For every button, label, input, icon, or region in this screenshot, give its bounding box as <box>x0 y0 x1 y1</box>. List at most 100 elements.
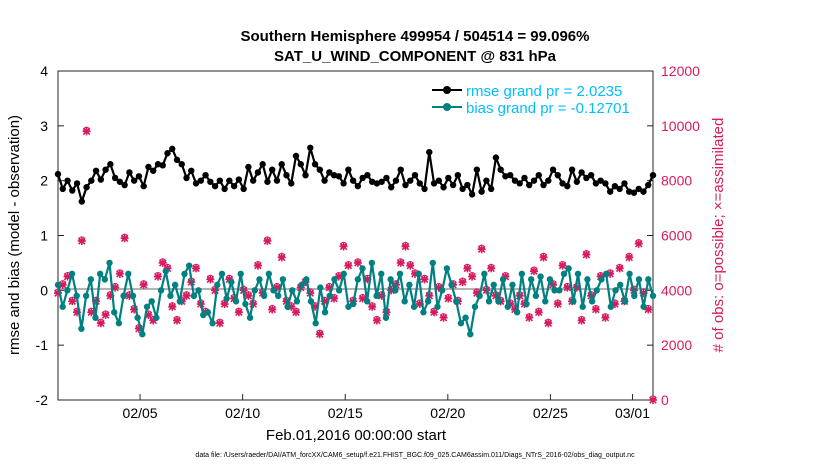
rmse-point <box>445 174 452 182</box>
bias-point <box>635 276 643 283</box>
obs-assimilated-point <box>87 308 96 317</box>
obs-assimilated-point <box>463 264 472 273</box>
bias-point <box>101 276 109 283</box>
bias-point <box>204 309 212 316</box>
rmse-point <box>326 169 333 176</box>
obs-assimilated-point <box>163 264 172 273</box>
rmse-point <box>97 176 105 183</box>
rmse-point <box>335 173 343 180</box>
obs-assimilated-point <box>363 275 372 284</box>
chart-subtitle: SAT_U_WIND_COMPONENT @ 831 hPa <box>274 48 556 65</box>
rmse-point <box>511 177 519 184</box>
rmse-point <box>111 174 119 182</box>
rmse-point <box>635 185 642 193</box>
bias-point <box>368 259 376 267</box>
rmse-point <box>388 184 395 191</box>
bias-point <box>349 300 357 308</box>
obs-assimilated-point <box>253 261 262 270</box>
bias-point <box>649 292 657 300</box>
rmse-point <box>640 188 647 195</box>
bias-point <box>499 276 507 283</box>
bias-point <box>73 292 80 300</box>
rmse-point <box>383 174 390 182</box>
bias-point <box>270 287 277 294</box>
rmse-point <box>364 171 371 179</box>
obs-assimilated-point <box>101 311 110 320</box>
obs-assimilated-point <box>149 316 158 325</box>
obs-assimilated-point <box>153 272 162 281</box>
obs-assimilated-point <box>644 305 653 314</box>
bias-point <box>565 265 572 272</box>
rmse-point <box>354 182 362 190</box>
obs-assimilated-point <box>182 291 191 300</box>
bias-point <box>513 309 521 316</box>
left-tick-label: 0 <box>40 282 48 298</box>
obs-assimilated-point <box>63 272 72 281</box>
rmse-point <box>54 170 62 178</box>
right-tick-label: 10000 <box>661 118 700 134</box>
obs-assimilated-point <box>430 308 439 317</box>
bias-point <box>640 303 647 310</box>
x-tick-label: 02/05 <box>123 405 158 421</box>
bias-point <box>434 303 441 310</box>
rmse-point <box>440 184 447 191</box>
rmse-point <box>288 180 295 187</box>
bias-point <box>598 276 605 283</box>
bias-point <box>190 292 198 300</box>
obs-assimilated-point <box>211 286 220 295</box>
bias-point <box>200 311 207 319</box>
rmse-point <box>402 181 409 189</box>
bias-point <box>359 265 366 272</box>
rmse-point <box>83 184 90 191</box>
obs-assimilated-point <box>401 242 410 251</box>
bias-point <box>551 287 558 294</box>
obs-assimilated-point <box>311 302 320 311</box>
bias-point <box>78 325 85 332</box>
rmse-point <box>316 166 323 173</box>
bias-point <box>546 276 554 283</box>
legend-rmse-marker <box>443 86 451 94</box>
rmse-point <box>230 182 238 190</box>
rmse-point <box>226 177 233 184</box>
rmse-point <box>602 180 609 187</box>
rmse-point <box>516 180 523 187</box>
obs-assimilated-point <box>396 258 405 267</box>
obs-assimilated-point <box>339 242 348 251</box>
rmse-point <box>592 180 600 187</box>
bias-point <box>143 303 151 310</box>
obs-assimilated-point <box>572 283 581 292</box>
bias-point <box>588 298 596 305</box>
rmse-point <box>64 177 71 184</box>
bias-point <box>54 281 62 289</box>
rmse-point <box>526 181 533 189</box>
bias-point <box>584 276 591 283</box>
obs-assimilated-point <box>558 261 567 270</box>
bias-point <box>495 298 502 305</box>
rmse-point <box>426 148 433 156</box>
bias-point <box>251 287 258 294</box>
obs-assimilated-point <box>125 291 134 300</box>
rmse-point <box>183 174 190 182</box>
bias-point <box>645 276 652 283</box>
obs-assimilated-point <box>277 253 286 262</box>
x-tick-label: 03/01 <box>615 405 650 421</box>
rmse-point <box>78 198 86 205</box>
bias-point <box>438 287 446 294</box>
bias-point <box>331 276 338 283</box>
rmse-point <box>345 166 352 173</box>
rmse-point <box>192 180 200 187</box>
rmse-point <box>545 177 552 184</box>
rmse-point <box>568 166 576 173</box>
bias-point <box>228 278 235 286</box>
obs-assimilated-point <box>539 253 548 262</box>
bias-point <box>532 292 540 300</box>
bias-point <box>467 331 474 338</box>
obs-assimilated-point <box>525 313 534 322</box>
bias-point <box>223 295 230 302</box>
rmse-point <box>307 144 314 151</box>
obs-assimilated-point <box>334 272 343 281</box>
rmse-point <box>264 178 271 185</box>
obs-assimilated-point <box>487 264 496 273</box>
right-tick-label: 8000 <box>661 173 692 189</box>
bias-point <box>448 281 455 289</box>
